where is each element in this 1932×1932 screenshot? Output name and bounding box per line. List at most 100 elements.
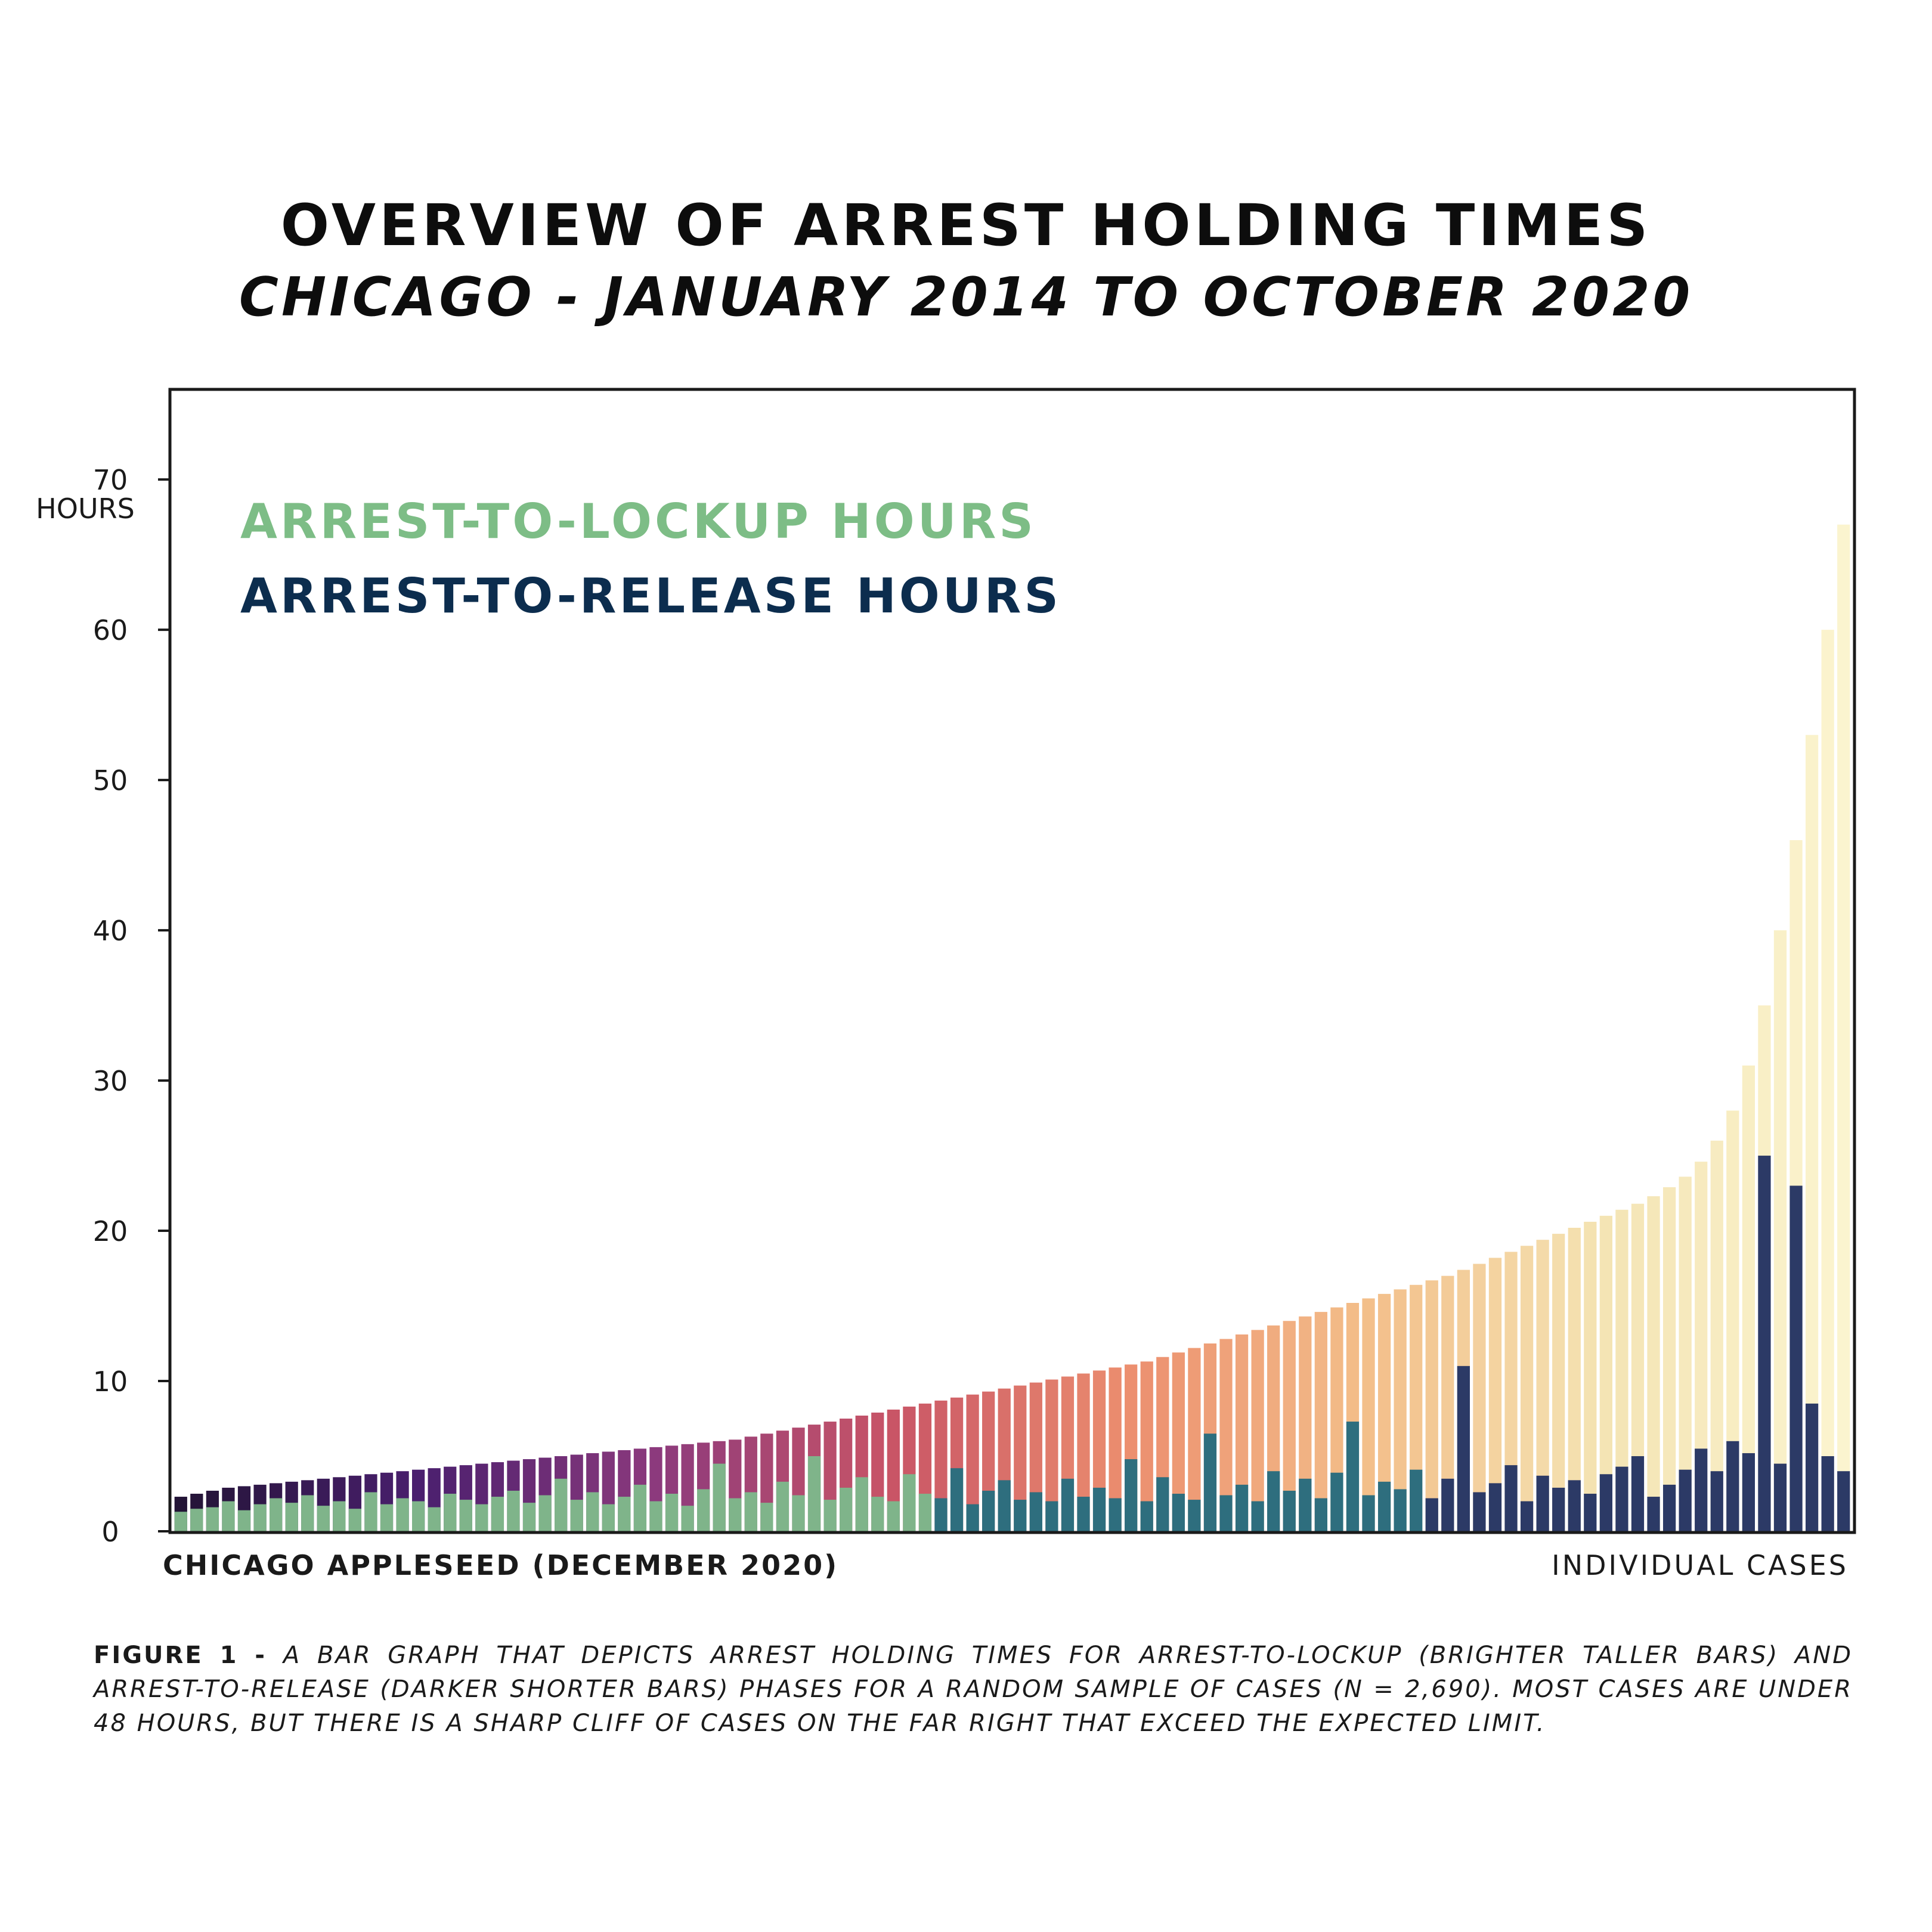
- lockup-bar: [1520, 1246, 1534, 1531]
- release-bar: [348, 1509, 362, 1531]
- release-bar: [1647, 1497, 1660, 1531]
- release-bar: [823, 1500, 837, 1531]
- release-bar: [1679, 1469, 1692, 1531]
- release-bar: [950, 1468, 964, 1531]
- lockup-bar: [1568, 1228, 1581, 1531]
- release-bar: [1267, 1471, 1280, 1531]
- release-bar: [713, 1463, 726, 1531]
- release-bar: [237, 1510, 251, 1531]
- release-bar: [729, 1498, 742, 1531]
- lockup-bar: [1599, 1215, 1612, 1531]
- lockup-bar: [1805, 735, 1819, 1531]
- release-bar: [1219, 1495, 1233, 1531]
- lockup-bar: [1773, 930, 1787, 1531]
- release-bar: [538, 1495, 552, 1531]
- release-bar: [1394, 1489, 1407, 1531]
- caption-lead: FIGURE 1 -: [94, 1642, 283, 1669]
- release-bar: [633, 1484, 647, 1531]
- release-bar: [1092, 1487, 1106, 1531]
- release-bar: [1805, 1403, 1819, 1531]
- lockup-bar: [1552, 1234, 1565, 1531]
- release-bar: [491, 1497, 504, 1531]
- release-bar: [1156, 1477, 1169, 1531]
- release-bar: [174, 1512, 187, 1531]
- lockup-bar: [1695, 1162, 1708, 1531]
- release-bar: [918, 1494, 932, 1531]
- y-tick-label: 70: [93, 464, 128, 496]
- lockup-bar: [1362, 1298, 1375, 1531]
- release-bar: [744, 1492, 757, 1531]
- release-bar: [285, 1503, 298, 1531]
- release-bar: [1821, 1456, 1834, 1531]
- lockup-bar: [1821, 630, 1834, 1531]
- release-bar: [1299, 1478, 1312, 1531]
- release-bar: [681, 1506, 694, 1531]
- release-bar: [1410, 1469, 1423, 1531]
- lockup-bar: [1473, 1264, 1486, 1531]
- caption-text: A BAR GRAPH THAT DEPICTS ARREST HOLDING …: [94, 1642, 1853, 1737]
- release-bar: [507, 1490, 520, 1531]
- release-bar: [1710, 1471, 1723, 1531]
- release-bar: [1362, 1495, 1375, 1531]
- release-bar: [412, 1501, 425, 1531]
- lockup-bars: [174, 524, 1850, 1532]
- lockup-bar: [1299, 1316, 1312, 1531]
- release-bar: [776, 1481, 789, 1531]
- release-bar: [1615, 1466, 1628, 1531]
- lockup-bar: [1441, 1275, 1454, 1531]
- lockup-bar: [1631, 1203, 1645, 1531]
- release-bar: [1631, 1456, 1645, 1531]
- release-bar: [1188, 1500, 1201, 1531]
- release-bar: [1726, 1441, 1739, 1531]
- release-bar: [665, 1494, 679, 1531]
- y-unit-label: HOURS: [36, 493, 135, 525]
- lockup-bar: [1251, 1330, 1264, 1531]
- release-bar: [934, 1498, 948, 1531]
- release-bar: [903, 1474, 916, 1531]
- release-bar: [1773, 1463, 1787, 1531]
- release-bar: [966, 1504, 979, 1531]
- release-bar: [1172, 1494, 1185, 1531]
- lockup-bar: [1219, 1339, 1233, 1531]
- lockup-bar: [1536, 1240, 1549, 1531]
- release-bar: [270, 1498, 283, 1531]
- release-bar: [570, 1500, 583, 1531]
- lockup-bar: [1710, 1140, 1723, 1531]
- release-bar: [222, 1501, 235, 1531]
- figure-caption: FIGURE 1 - A BAR GRAPH THAT DEPICTS ARRE…: [94, 1639, 1853, 1741]
- release-bar: [1377, 1481, 1391, 1531]
- release-bar: [1140, 1501, 1153, 1531]
- release-bar: [428, 1507, 441, 1531]
- release-bar: [522, 1503, 536, 1531]
- lockup-bar: [1504, 1252, 1518, 1531]
- release-bar: [364, 1492, 377, 1531]
- release-bar: [1837, 1471, 1850, 1531]
- release-bar: [1077, 1497, 1090, 1531]
- release-bar: [206, 1507, 219, 1531]
- release-bars: [174, 1156, 1850, 1531]
- release-bar: [760, 1503, 773, 1531]
- y-tick-label: 0: [101, 1516, 119, 1548]
- release-bar: [1552, 1487, 1565, 1531]
- plot-frame: [168, 388, 1856, 1534]
- release-bar: [887, 1501, 900, 1531]
- release-bar: [1283, 1490, 1296, 1531]
- release-bar: [1061, 1478, 1075, 1531]
- lockup-bar: [1742, 1065, 1755, 1531]
- release-bar: [1473, 1492, 1486, 1531]
- lockup-bar: [1140, 1361, 1153, 1531]
- release-bar: [1742, 1453, 1755, 1531]
- x-axis-label: INDIVIDUAL CASES: [1552, 1549, 1849, 1581]
- release-bar: [871, 1497, 884, 1531]
- release-bar: [380, 1504, 394, 1531]
- release-bar: [1568, 1480, 1581, 1531]
- release-bar: [1504, 1465, 1518, 1531]
- y-tick-label: 40: [93, 915, 128, 947]
- release-bar: [1457, 1366, 1470, 1531]
- lockup-bar: [1394, 1289, 1407, 1531]
- lockup-bar: [1077, 1373, 1090, 1531]
- lockup-bar: [1235, 1334, 1249, 1531]
- release-bar: [855, 1477, 868, 1531]
- lockup-bar: [1425, 1280, 1438, 1531]
